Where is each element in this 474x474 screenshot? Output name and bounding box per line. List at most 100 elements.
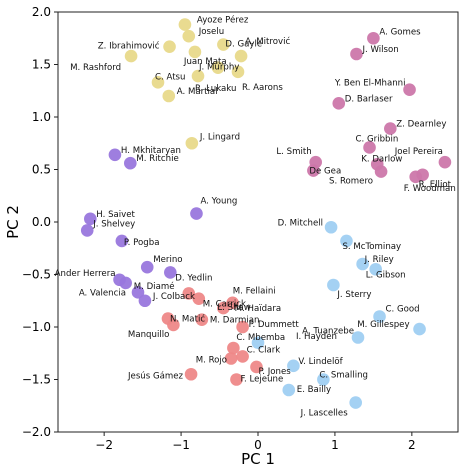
data-point xyxy=(373,310,386,323)
point-label: M. Darmian xyxy=(210,316,260,326)
data-point xyxy=(356,257,369,271)
data-point xyxy=(363,141,376,154)
point-label: Y. Ben El-Mhanni xyxy=(334,79,406,89)
data-point xyxy=(250,360,263,374)
data-point xyxy=(182,287,196,300)
data-point xyxy=(324,220,338,234)
data-point xyxy=(438,155,452,169)
data-point xyxy=(327,278,340,292)
data-point xyxy=(287,359,300,373)
point-label: Z. Dearnley xyxy=(396,120,446,130)
y-tick-label: 1.0 xyxy=(32,110,51,124)
data-point xyxy=(332,97,346,110)
point-label: Ander Herrera xyxy=(55,269,116,279)
data-point xyxy=(190,207,203,220)
data-point xyxy=(108,148,122,162)
data-point xyxy=(251,336,265,350)
y-tick-label: 0.5 xyxy=(32,163,51,177)
point-label: R. Lukaku xyxy=(195,84,236,94)
point-label: S. McTominay xyxy=(342,242,401,252)
data-point xyxy=(184,367,198,381)
data-point xyxy=(164,266,177,279)
data-point xyxy=(351,331,365,344)
point-label: A. Martial xyxy=(177,87,218,97)
point-label: Juan Mata xyxy=(183,57,227,67)
point-label: F. Lejeune xyxy=(240,375,283,385)
point-label: J. Murphy xyxy=(198,63,239,73)
data-point xyxy=(349,396,362,409)
point-label: J. Wilson xyxy=(361,45,398,55)
data-point xyxy=(217,301,230,315)
data-point xyxy=(227,341,240,355)
data-point xyxy=(384,122,397,135)
point-label: M. Ritchie xyxy=(136,154,178,164)
x-tick-label: 2 xyxy=(408,438,416,452)
point-label: D. Mitchell xyxy=(278,218,324,228)
point-label: P. Dummett xyxy=(249,320,300,330)
data-point xyxy=(163,40,176,53)
point-label: M. Rojo xyxy=(196,356,227,366)
point-label: C. Mbemba xyxy=(236,333,285,343)
data-point xyxy=(151,76,165,89)
data-point xyxy=(182,29,196,43)
point-label: M. Carrick xyxy=(203,300,246,310)
point-label: M. Gillespey xyxy=(357,320,409,330)
point-label: A. Young xyxy=(200,197,237,207)
point-label: L. Shaw xyxy=(217,303,250,313)
point-label: D. Barlaser xyxy=(345,94,393,104)
point-label: Joselu xyxy=(198,27,224,37)
y-tick-label: 1.5 xyxy=(32,58,51,72)
data-point xyxy=(224,352,238,365)
point-label: Merino xyxy=(153,255,182,265)
y-tick-label: −1.0 xyxy=(22,320,51,334)
point-label: H. Mkhitaryan xyxy=(121,146,181,156)
data-point xyxy=(162,89,176,103)
point-label: J. Shelvey xyxy=(92,219,135,229)
data-point xyxy=(374,165,388,178)
axis-ticks: −2 −1 0 1 2 2.0 1.5 1.0 0.5 0.0 −0.5 −1.0 −1.5 −2.0 xyxy=(22,5,416,452)
y-tick-label: −1.5 xyxy=(22,373,51,387)
data-point xyxy=(409,170,422,184)
data-point xyxy=(131,286,145,299)
point-label: N. Matić xyxy=(170,314,205,325)
data-point xyxy=(119,276,132,290)
y-axis-label: PC 2 xyxy=(4,205,22,239)
data-point xyxy=(140,260,154,274)
data-point xyxy=(217,38,230,51)
point-label: C. Gribbin xyxy=(356,134,399,144)
point-label: J. Colback xyxy=(152,292,195,302)
point-label: C. Smalling xyxy=(319,371,368,381)
point-label: A. Gomes xyxy=(379,27,421,37)
data-point xyxy=(124,49,138,63)
point-label: R. Elliot xyxy=(419,180,452,190)
point-label: A. Valencia xyxy=(79,288,126,298)
point-label: A. Mitrović xyxy=(245,36,290,47)
x-tick-label: −2 xyxy=(95,438,113,452)
point-label: D. Yedlin xyxy=(175,273,212,283)
data-point xyxy=(350,47,363,61)
point-label: K. Darlow xyxy=(361,154,402,164)
x-axis-label: PC 1 xyxy=(241,450,275,468)
point-label: V. Lindelöf xyxy=(298,357,343,367)
data-point xyxy=(369,262,382,276)
data-point xyxy=(195,313,209,326)
point-label: Z. Ibrahimović xyxy=(98,41,160,52)
data-point xyxy=(282,383,296,397)
point-label: R. Aarons xyxy=(242,83,283,93)
point-label: L. Gibson xyxy=(366,270,406,280)
data-point xyxy=(307,164,320,177)
data-point xyxy=(84,212,97,226)
data-point xyxy=(80,224,94,237)
x-tick-label: 0 xyxy=(254,438,262,452)
point-label: L. Smith xyxy=(276,147,311,157)
point-label: M. Haïdara xyxy=(235,304,282,314)
point-label: M. Fellaini xyxy=(233,286,276,296)
point-label: D. Gayle xyxy=(225,40,262,50)
data-point xyxy=(167,318,180,332)
point-label: C. Clark xyxy=(247,345,281,355)
point-label: Jesús Gámez xyxy=(127,371,184,381)
data-point xyxy=(234,49,248,63)
data-point xyxy=(317,373,330,386)
point-label: J. Sterry xyxy=(336,290,371,300)
